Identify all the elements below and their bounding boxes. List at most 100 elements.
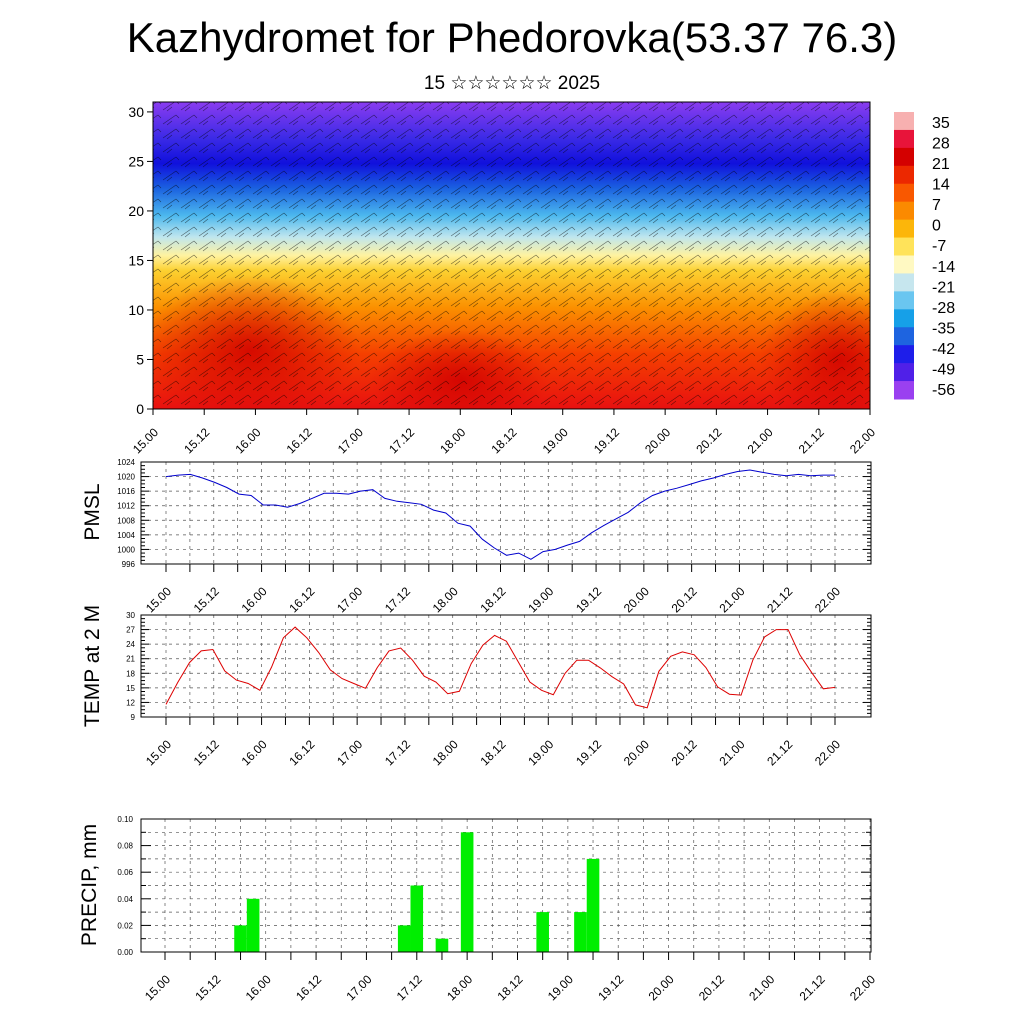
y-tick-label: 0.06 <box>117 868 133 877</box>
heatmap-x-tick-label: 19.12 <box>591 425 622 456</box>
heatmap-x-tick-label: 18.12 <box>488 425 519 456</box>
colorbar-swatch <box>894 363 914 382</box>
y-tick-label: 15 <box>126 684 135 693</box>
heatmap-y-tick-label: 15 <box>128 252 144 268</box>
x-tick-label: 21.12 <box>764 737 795 768</box>
colorbar-swatch <box>894 201 914 221</box>
x-tick-label: 22.00 <box>812 737 843 768</box>
colorbar-swatch <box>894 273 914 292</box>
pmsl-axes: 996 1000 1004 1008 1012 1016 1020 1024 15.00 15.1… <box>117 458 871 615</box>
y-tick-label: 996 <box>122 560 136 569</box>
x-tick-label: 16.12 <box>286 737 317 768</box>
colorbar: 35 28 21 14 7 0 -7 -14 -21 -28 -35 -42 -49 -56 <box>894 112 955 400</box>
y-tick-label: 0.04 <box>117 895 133 904</box>
heatmap-y-tick-label: 5 <box>136 351 144 367</box>
x-tick-label: 20.12 <box>669 584 700 615</box>
x-tick-label: 17.00 <box>334 737 365 768</box>
x-tick-label: 17.12 <box>382 737 413 768</box>
x-tick-label: 19.00 <box>545 972 576 1003</box>
x-tick-label: 20.00 <box>621 584 652 615</box>
x-tick-label: 21.00 <box>716 737 747 768</box>
colorbar-label: -42 <box>932 341 955 358</box>
precip-bar <box>246 898 260 952</box>
precip-bar <box>586 858 600 952</box>
heatmap-x-axis: 15.00 15.12 16.00 16.12 17.00 17.12 18.00 18.12… <box>130 409 878 456</box>
heatmap-x-tick-label: 16.00 <box>232 425 263 456</box>
colorbar-swatch <box>894 327 914 346</box>
y-tick-label: 0.08 <box>117 842 133 851</box>
colorbar-label: 14 <box>932 177 950 194</box>
precip-bar <box>410 885 424 952</box>
colorbar-swatch <box>894 309 914 328</box>
chart-subtitle: 15 ☆☆☆☆☆☆ 2025 <box>423 73 601 94</box>
pmsl-grid <box>141 461 871 565</box>
heatmap-x-tick-label: 21.00 <box>745 425 776 456</box>
y-tick-label: 1004 <box>117 531 135 540</box>
x-tick-label: 19.12 <box>595 972 626 1003</box>
x-tick-label: 17.00 <box>334 584 365 615</box>
x-tick-label: 19.00 <box>525 584 556 615</box>
temp-panel: TEMP at 2 M 9 12 15 18 21 24 27 30 15.00 15.12 16.… <box>81 605 872 768</box>
x-tick-label: 22.00 <box>812 584 843 615</box>
colorbar-swatch <box>894 255 914 274</box>
y-tick-label: 24 <box>126 640 135 649</box>
precip-axis-label: PRECIP, mm <box>78 824 101 946</box>
precip-bar <box>435 938 449 952</box>
y-tick-label: 0.02 <box>117 921 133 930</box>
y-tick-label: 1012 <box>117 502 135 511</box>
heatmap-y-tick-label: 10 <box>128 302 144 318</box>
colorbar-swatch <box>894 219 914 239</box>
heatmap-x-tick-label: 20.12 <box>693 425 724 456</box>
colorbar-swatch <box>894 129 914 149</box>
y-tick-label: 1020 <box>117 473 135 482</box>
colorbar-label: 0 <box>932 218 941 235</box>
x-tick-label: 20.12 <box>696 972 727 1003</box>
y-tick-label: 12 <box>126 698 135 707</box>
x-tick-label: 17.00 <box>343 972 374 1003</box>
x-tick-label: 15.12 <box>192 972 223 1003</box>
x-tick-label: 15.00 <box>143 737 174 768</box>
colorbar-label: -35 <box>932 320 955 337</box>
heatmap-x-tick-label: 17.00 <box>335 425 366 456</box>
heatmap-x-tick-label: 17.12 <box>386 425 417 456</box>
colorbar-label: 28 <box>932 136 950 153</box>
y-tick-label: 9 <box>131 713 136 722</box>
x-tick-label: 16.12 <box>286 584 317 615</box>
precip-bar <box>397 925 411 952</box>
colorbar-swatch <box>894 237 914 256</box>
pmsl-frame <box>140 461 872 565</box>
x-tick-label: 16.00 <box>239 737 270 768</box>
pmsl-axis-label: PMSL <box>81 483 104 540</box>
x-tick-label: 18.00 <box>430 584 461 615</box>
temp-axis-label: TEMP at 2 M <box>81 605 104 727</box>
x-tick-label: 22.00 <box>847 972 878 1003</box>
x-tick-label: 16.00 <box>243 972 274 1003</box>
x-tick-label: 21.00 <box>746 972 777 1003</box>
precip-frame <box>140 818 872 953</box>
colorbar-swatch <box>894 381 914 400</box>
heatmap-x-tick-label: 20.00 <box>642 425 673 456</box>
y-tick-label: 1000 <box>117 545 135 554</box>
colorbar-swatch <box>894 112 914 131</box>
x-tick-label: 15.12 <box>191 584 222 615</box>
colorbar-label: 7 <box>932 197 941 214</box>
colorbar-label: 35 <box>932 115 950 132</box>
x-tick-label: 18.00 <box>430 737 461 768</box>
x-tick-label: 20.00 <box>646 972 677 1003</box>
precip-panel: PRECIP, mm 0.00 0.02 0.04 0.06 0.08 0.10 15.00… <box>78 815 878 1003</box>
pmsl-panel: PMSL 996 1000 1004 1008 1012 1016 1020 1024 15.0… <box>81 458 872 615</box>
x-tick-label: 18.00 <box>444 972 475 1003</box>
heatmap-y-axis: 0 5 10 15 20 25 30 <box>128 104 153 417</box>
cross-section-panel: 0 5 10 15 20 25 30 15.00 15.12 16.00 16.12 17.00 17… <box>128 101 878 456</box>
colorbar-label: -28 <box>932 300 955 317</box>
pmsl-line <box>165 469 835 560</box>
y-tick-label: 18 <box>126 669 135 678</box>
colorbar-swatch <box>894 165 914 185</box>
temp-frame <box>140 614 872 718</box>
colorbar-label: -21 <box>932 279 955 296</box>
colorbar-swatch <box>894 291 914 310</box>
heatmap-y-tick-label: 25 <box>128 153 144 169</box>
x-tick-label: 18.12 <box>494 972 525 1003</box>
heatmap-x-tick-label: 22.00 <box>847 425 878 456</box>
x-tick-label: 21.00 <box>716 584 747 615</box>
